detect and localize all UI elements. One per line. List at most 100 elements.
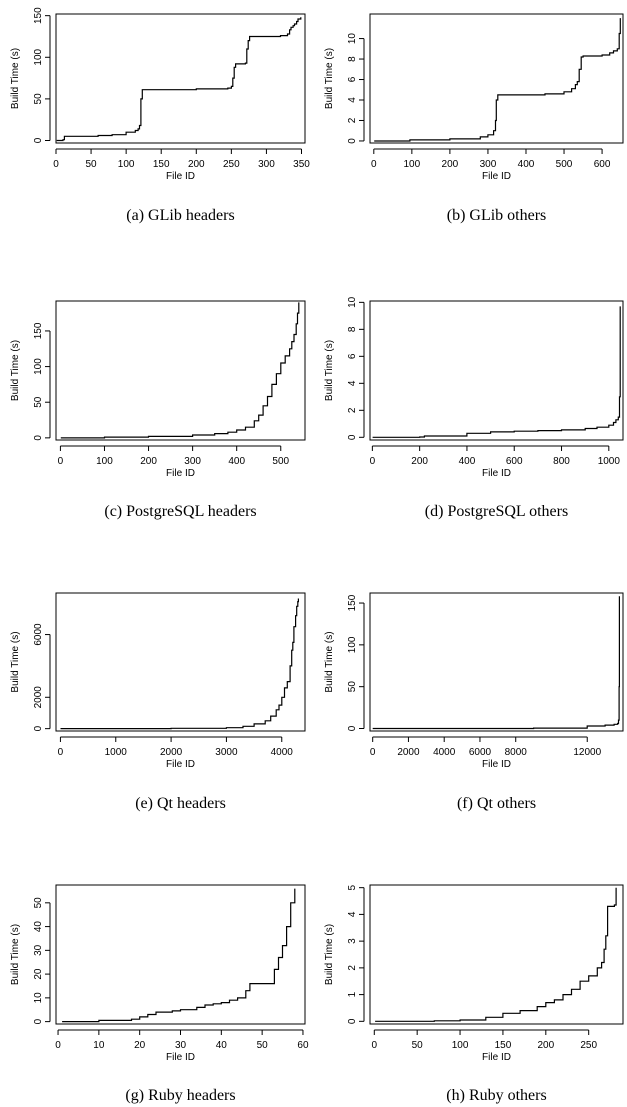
x-tick-label: 0 [58,747,64,758]
x-tick-label: 600 [506,456,523,467]
x-tick-label: 4000 [433,747,456,758]
x-axis-label: File ID [166,171,195,182]
y-tick-label: 5 [347,884,358,890]
y-tick-label: 4 [347,911,358,917]
x-tick-label: 1000 [598,456,621,467]
y-tick-label: 10 [347,33,358,45]
y-tick-label: 150 [33,7,44,24]
x-tick-label: 250 [580,1040,597,1051]
x-tick-label: 0 [372,1040,378,1051]
y-tick-label: 0 [347,138,358,144]
x-tick-label: 500 [272,456,289,467]
y-tick-label: 0 [33,725,44,731]
plot-frame [55,300,306,441]
x-tick-label: 100 [404,159,421,170]
plot-frame [369,884,624,1025]
series-line [372,306,621,438]
x-tick-label: 400 [518,159,535,170]
y-tick-label: 2 [347,117,358,123]
x-axis-label: File ID [166,1052,195,1063]
y-tick-label: 100 [347,636,358,653]
x-tick-label: 10 [93,1040,105,1051]
x-tick-label: 150 [495,1040,512,1051]
y-tick-label: 6000 [33,623,44,646]
x-tick-label: 350 [293,159,310,170]
y-tick-label: 4 [347,97,358,103]
panel-g: 0 10 20 30 40 50 60 File ID 0 10 20 30 40 50 Build Tim… [10,884,309,1104]
x-axis-label: File ID [482,468,511,479]
y-axis-label: Build Time (s) [10,924,21,985]
x-tick-label: 200 [537,1040,554,1051]
panel-h: 0 50 100 150 200 250 File ID 0 1 2 3 4 5 Build Time (… [324,884,624,1104]
y-tick-label: 150 [347,594,358,611]
series-line [60,302,300,439]
x-tick-label: 300 [184,456,201,467]
y-axis-label: Build Time (s) [324,631,335,692]
y-tick-label: 2000 [33,686,44,709]
y-tick-label: 0 [33,137,44,143]
y-tick-label: 0 [347,1018,358,1024]
x-tick-label: 3000 [215,747,238,758]
x-tick-label: 0 [370,747,376,758]
x-tick-label: 2000 [397,747,420,758]
plot-frame [55,592,306,732]
panel-caption: (e) Qt headers [135,795,226,812]
panel-c: 0 100 200 300 400 500 File ID 0 50 100 150 Build Ti… [10,300,306,520]
plot-frame [55,13,306,144]
x-tick-label: 200 [140,456,157,467]
x-tick-label: 0 [53,159,59,170]
y-tick-label: 2 [347,407,358,413]
panel-caption: (a) GLib headers [126,207,234,224]
x-tick-label: 250 [223,159,240,170]
series-line [60,598,299,730]
x-tick-label: 400 [459,456,476,467]
x-tick-label: 4000 [271,747,294,758]
y-axis-label: Build Time (s) [324,924,335,985]
x-tick-label: 8000 [505,747,528,758]
plot-frame [369,13,624,144]
x-tick-label: 50 [412,1040,424,1051]
x-tick-label: 20 [134,1040,146,1051]
y-tick-label: 50 [33,396,44,408]
series-line [374,18,621,142]
x-axis-label: File ID [482,1052,511,1063]
y-tick-label: 2 [347,965,358,971]
y-tick-label: 10 [347,296,358,308]
panel-caption: (f) Qt others [457,795,536,812]
y-tick-label: 50 [347,681,358,693]
panel-caption: (h) Ruby others [446,1087,546,1104]
x-tick-label: 50 [257,1040,269,1051]
x-tick-label: 300 [480,159,497,170]
x-tick-label: 200 [442,159,459,170]
x-tick-label: 1000 [105,747,128,758]
y-tick-label: 6 [347,353,358,359]
x-tick-label: 800 [553,456,570,467]
y-tick-label: 10 [33,992,44,1004]
panel-e: 0 1000 2000 3000 4000 File ID 0 2000 6000 Build T… [10,592,306,812]
panel-caption: (c) PostgreSQL headers [104,503,256,520]
y-axis-label: Build Time (s) [10,48,21,109]
x-tick-label: 0 [58,456,64,467]
y-tick-label: 0 [347,725,358,731]
x-tick-label: 500 [556,159,573,170]
y-tick-label: 8 [347,56,358,62]
x-tick-label: 400 [228,456,245,467]
x-tick-label: 0 [55,1040,61,1051]
x-tick-label: 40 [216,1040,228,1051]
y-tick-label: 1 [347,991,358,997]
y-tick-label: 20 [33,968,44,980]
x-tick-label: 6000 [469,747,492,758]
y-tick-label: 0 [347,434,358,440]
x-tick-label: 200 [188,159,205,170]
panel-caption: (d) PostgreSQL others [425,503,568,520]
y-tick-label: 40 [33,921,44,933]
x-tick-label: 30 [175,1040,187,1051]
x-tick-label: 150 [153,159,170,170]
panel-a: 0 50 100 150 200 250 300 350 File ID 0 50 100 150 Bui… [10,7,310,224]
x-tick-label: 100 [452,1040,469,1051]
y-tick-label: 100 [33,48,44,65]
series-line [62,888,296,1023]
series-line [56,17,302,142]
y-tick-label: 50 [33,897,44,909]
